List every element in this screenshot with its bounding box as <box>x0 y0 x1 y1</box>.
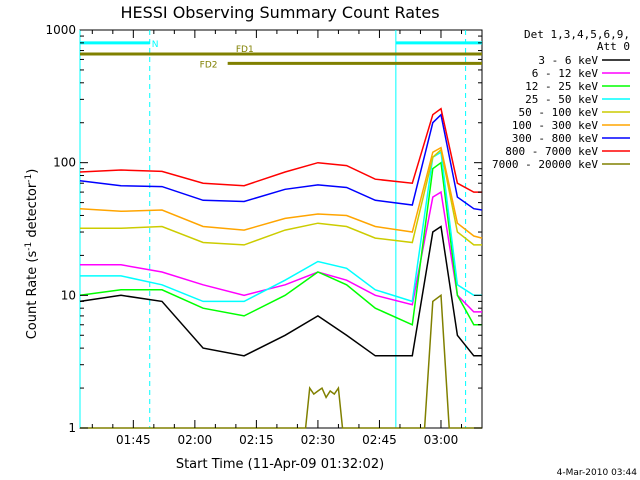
series-line-25-50-kev <box>80 150 482 303</box>
series-line-7000-20000-kev <box>80 293 482 429</box>
legend-label-3-6-kev: 3 - 6 keV <box>538 54 598 67</box>
plot-frame <box>79 29 483 429</box>
chart-title: HESSI Observing Summary Count Rates <box>120 3 439 22</box>
legend-label-25-50-kev: 25 - 50 keV <box>525 93 598 106</box>
vertical-markers <box>79 30 467 428</box>
x-axis-label: Start Time (11-Apr-09 01:32:02) <box>176 457 384 472</box>
legend-label-7000-20000-kev: 7000 - 20000 keV <box>492 158 598 171</box>
bar-label-n: N <box>152 40 159 50</box>
bar-label-fd1: FD1 <box>236 45 254 55</box>
axes: 1 10 100 1000 01:45 02:00 02:15 02:30 02:45 03:00 <box>45 23 482 447</box>
plot-area <box>79 29 483 429</box>
series-line-100-300-kev <box>79 146 483 239</box>
legend-header-line-1: Det 1,3,4,5,6,9, <box>524 28 630 41</box>
legend-header-line-2: Att 0 <box>597 40 630 53</box>
legend-label-50-100-kev: 50 - 100 keV <box>519 106 599 119</box>
series-line-3-6-kev <box>79 225 482 357</box>
y-tick-label-1000: 1000 <box>45 23 76 37</box>
mode-bars: N FD1 FD2 <box>80 40 482 70</box>
y-tick-label-100: 100 <box>53 156 76 170</box>
series-line-300-800-kev <box>79 113 483 211</box>
legend-label-100-300-kev: 100 - 300 keV <box>512 119 598 132</box>
bar-label-fd2: FD2 <box>200 60 218 70</box>
y-tick-label-10: 10 <box>61 288 76 302</box>
legend-label-300-800-kev: 300 - 800 keV <box>512 132 598 145</box>
x-tick-label-02-00: 02:00 <box>178 433 213 447</box>
series-line-6-12-kev <box>80 190 482 313</box>
legend-label-800-7000-kev: 800 - 7000 keV <box>505 145 598 158</box>
series-line-50-100-kev <box>80 148 482 246</box>
footer-date: 4-Mar-2010 03:44 <box>557 468 638 478</box>
x-tick-label-02-15: 02:15 <box>239 433 274 447</box>
legend-label-6-12-kev: 6 - 12 keV <box>532 67 599 80</box>
y-axis-label: Count Rate (s-1 detector-1) <box>24 169 40 340</box>
series-layer <box>79 107 483 429</box>
x-tick-label-01-45: 01:45 <box>116 433 151 447</box>
x-tick-label-02-45: 02:45 <box>362 433 397 447</box>
x-tick-label-03-00: 03:00 <box>424 433 459 447</box>
series-line-800-7000-kev <box>79 107 482 193</box>
x-tick-label-02-30: 02:30 <box>301 433 336 447</box>
legend-label-12-25-kev: 12 - 25 keV <box>525 80 598 93</box>
y-tick-label-1: 1 <box>68 421 76 435</box>
series-line-12-25-kev <box>79 161 482 326</box>
